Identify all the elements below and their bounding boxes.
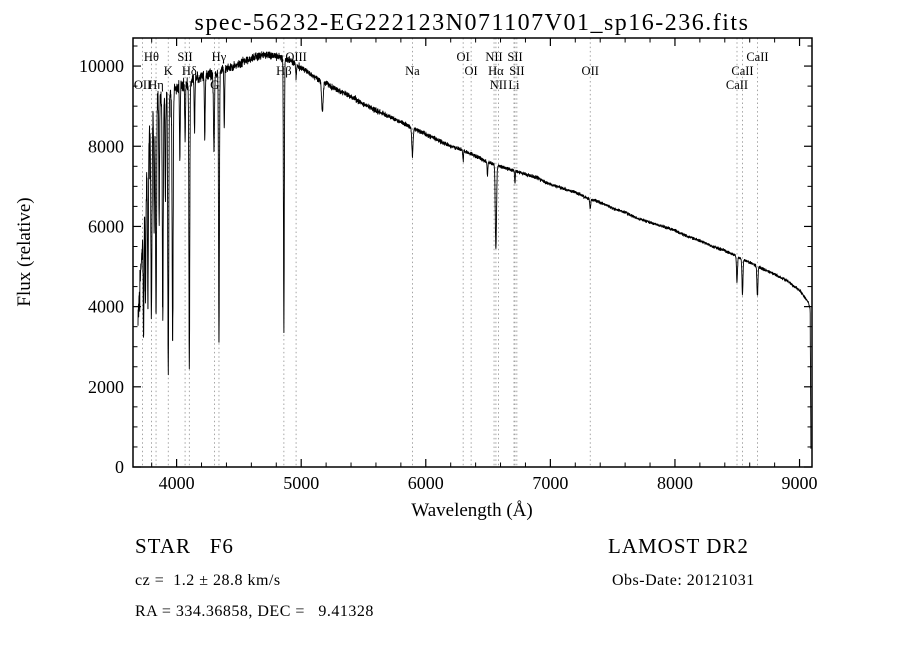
spectral-line-label: OII	[582, 64, 599, 78]
x-tick-label: 7000	[532, 473, 568, 493]
y-tick-label: 4000	[88, 297, 124, 317]
x-tick-label: 6000	[408, 473, 444, 493]
x-tick-label: 9000	[782, 473, 818, 493]
spectral-line-label: CaII	[746, 50, 768, 64]
y-tick-label: 2000	[88, 377, 124, 397]
spectral-line-label: Hα	[488, 64, 504, 78]
spectral-line-label: Hδ	[182, 64, 197, 78]
spectral-line-label: Li	[508, 78, 520, 92]
spectral-line-label: NII	[490, 78, 507, 92]
x-tick-label: 4000	[159, 473, 195, 493]
spectral-line-label: NII	[485, 50, 502, 64]
spectral-line-label: Hγ	[212, 50, 227, 64]
spectral-line-label: K	[164, 64, 173, 78]
y-tick-label: 8000	[88, 136, 124, 156]
spectrum-line	[137, 51, 812, 449]
spectral-line-label: SII	[507, 50, 522, 64]
x-tick-label: 8000	[657, 473, 693, 493]
spectral-line-label: Hθ	[144, 50, 159, 64]
spectral-line-label: G	[210, 78, 219, 92]
spectral-line-label: Hη	[148, 78, 164, 92]
spectral-line-label: CaII	[731, 64, 753, 78]
spectral-line-label: Hβ	[276, 64, 291, 78]
spectrum-plot: spec-56232-EG222123N071107V01_sp16-236.f…	[14, 10, 818, 521]
survey-label: LAMOST DR2	[608, 534, 749, 558]
spectral-line-label: SII	[177, 50, 192, 64]
spectral-line-label: OI	[465, 64, 478, 78]
spectral-line-label: CaII	[726, 78, 748, 92]
y-tick-label: 0	[115, 457, 124, 477]
obs-date-value: Obs-Date: 20121031	[612, 572, 755, 589]
object-class-label: STAR F6	[135, 534, 234, 558]
plot-border	[132, 37, 813, 468]
y-tick-label: 6000	[88, 216, 124, 236]
spectral-line-label: SII	[509, 64, 524, 78]
x-tick-label: 5000	[283, 473, 319, 493]
cz-value: cz = 1.2 ± 28.8 km/s	[135, 572, 281, 589]
y-axis-label: Flux (relative)	[14, 197, 35, 306]
spectral-line-label: OI	[457, 50, 470, 64]
x-axis-label: Wavelength (Å)	[411, 500, 532, 521]
plot-title: spec-56232-EG222123N071107V01_sp16-236.f…	[195, 10, 750, 36]
spectral-line-label: OIII	[285, 50, 307, 64]
spectral-line-label: OII	[134, 78, 151, 92]
ra-dec-value: RA = 334.36858, DEC = 9.41328	[135, 603, 374, 620]
spectral-line-label: Na	[405, 64, 420, 78]
y-tick-label: 10000	[79, 56, 124, 76]
